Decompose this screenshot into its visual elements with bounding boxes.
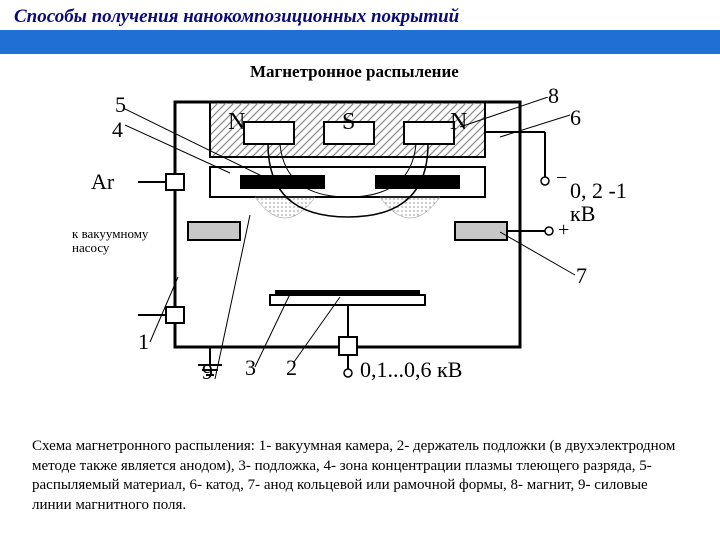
plasma-left — [255, 197, 315, 218]
voltage-main: 0, 2 -1 кВ — [570, 179, 640, 225]
pump-label-2: насосу — [72, 241, 109, 255]
magnet-label-n1: N — [228, 109, 245, 136]
callout-6: 6 — [570, 105, 581, 131]
magnet-label-s: S — [342, 109, 355, 136]
substrate-holder — [270, 295, 425, 305]
plasma-right — [380, 197, 440, 218]
minus-sign: − — [556, 167, 567, 190]
anode-right — [455, 222, 507, 240]
feedthrough — [339, 337, 357, 355]
voltage-sub: 0,1...0,6 кВ — [360, 357, 462, 383]
cathode-terminal — [541, 177, 549, 185]
callout-3: 3 — [245, 355, 256, 381]
target-bar-left — [240, 175, 325, 189]
diagram-container: N S N Ar к вакуумному насосу − + 0, 2 -1… — [80, 97, 640, 387]
callout-1: 1 — [138, 329, 149, 355]
anode-left — [188, 222, 240, 240]
caption: Схема магнетронного распыления: 1- вакуу… — [32, 437, 688, 515]
magnet-label-n2: N — [450, 109, 467, 136]
subtitle: Магнетронное распыление — [250, 62, 459, 82]
ar-label: Ar — [91, 169, 114, 195]
plus-sign: + — [558, 219, 569, 242]
callout-8: 8 — [548, 83, 559, 109]
callout-9: 9 — [202, 359, 213, 385]
callout-4: 4 — [112, 117, 123, 143]
diagram-svg — [80, 97, 640, 387]
pump-port — [166, 307, 184, 323]
anode-terminal — [545, 227, 553, 235]
bias-terminal — [344, 369, 352, 377]
magnet-n-right — [404, 122, 454, 144]
ar-port — [166, 174, 184, 190]
header-bar — [0, 30, 720, 54]
callout-7: 7 — [576, 263, 587, 289]
callout-5: 5 — [115, 92, 126, 118]
page-title: Способы получения нанокомпозиционных пок… — [0, 0, 720, 30]
magnet-n-left — [244, 122, 294, 144]
callout-2: 2 — [286, 355, 297, 381]
header: Способы получения нанокомпозиционных пок… — [0, 0, 720, 54]
